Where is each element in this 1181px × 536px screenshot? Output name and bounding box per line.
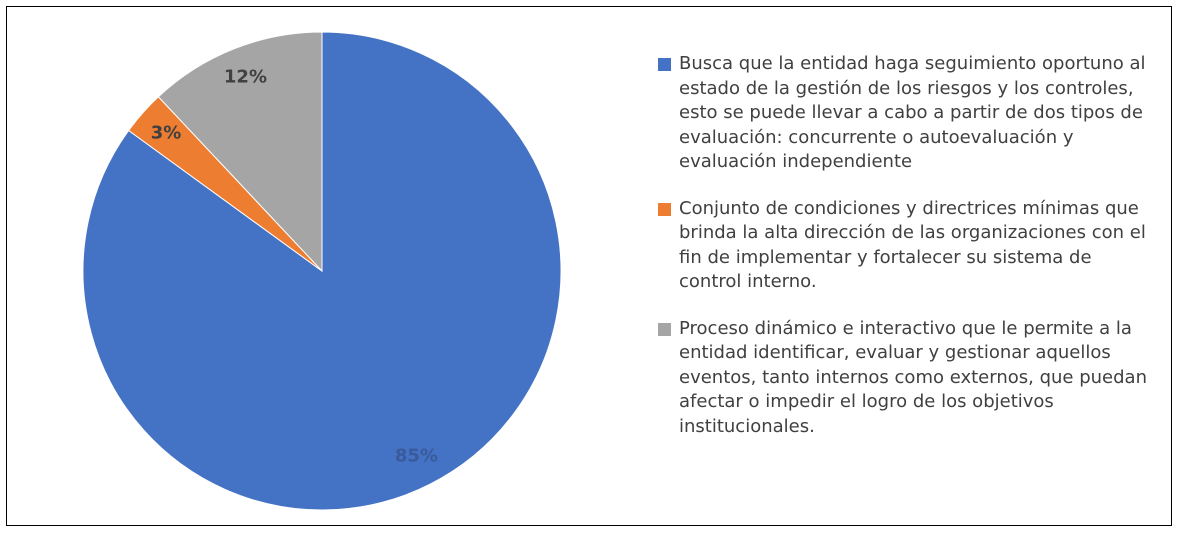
legend-entry: Busca que la entidad haga seguimiento op… bbox=[658, 52, 1148, 175]
chart-frame bbox=[6, 6, 1172, 526]
data-label: 3% bbox=[151, 122, 182, 143]
legend-label: Conjunto de condiciones y directrices mí… bbox=[679, 197, 1146, 293]
data-label: 85% bbox=[395, 445, 438, 466]
legend-entry: Proceso dinámico e interactivo que le pe… bbox=[658, 317, 1148, 440]
pie-slice bbox=[157, 31, 323, 273]
legend-swatch bbox=[658, 322, 671, 336]
legend-swatch bbox=[658, 202, 671, 216]
legend-entry: Conjunto de condiciones y directrices mí… bbox=[658, 197, 1148, 295]
legend-label: Busca que la entidad haga seguimiento op… bbox=[679, 53, 1146, 172]
data-label: 12% bbox=[224, 67, 267, 88]
legend-swatch bbox=[658, 58, 671, 71]
legend-label: Proceso dinámico e interactivo que le pe… bbox=[679, 317, 1147, 437]
legend: Busca que la entidad haga seguimiento op… bbox=[658, 52, 1148, 461]
